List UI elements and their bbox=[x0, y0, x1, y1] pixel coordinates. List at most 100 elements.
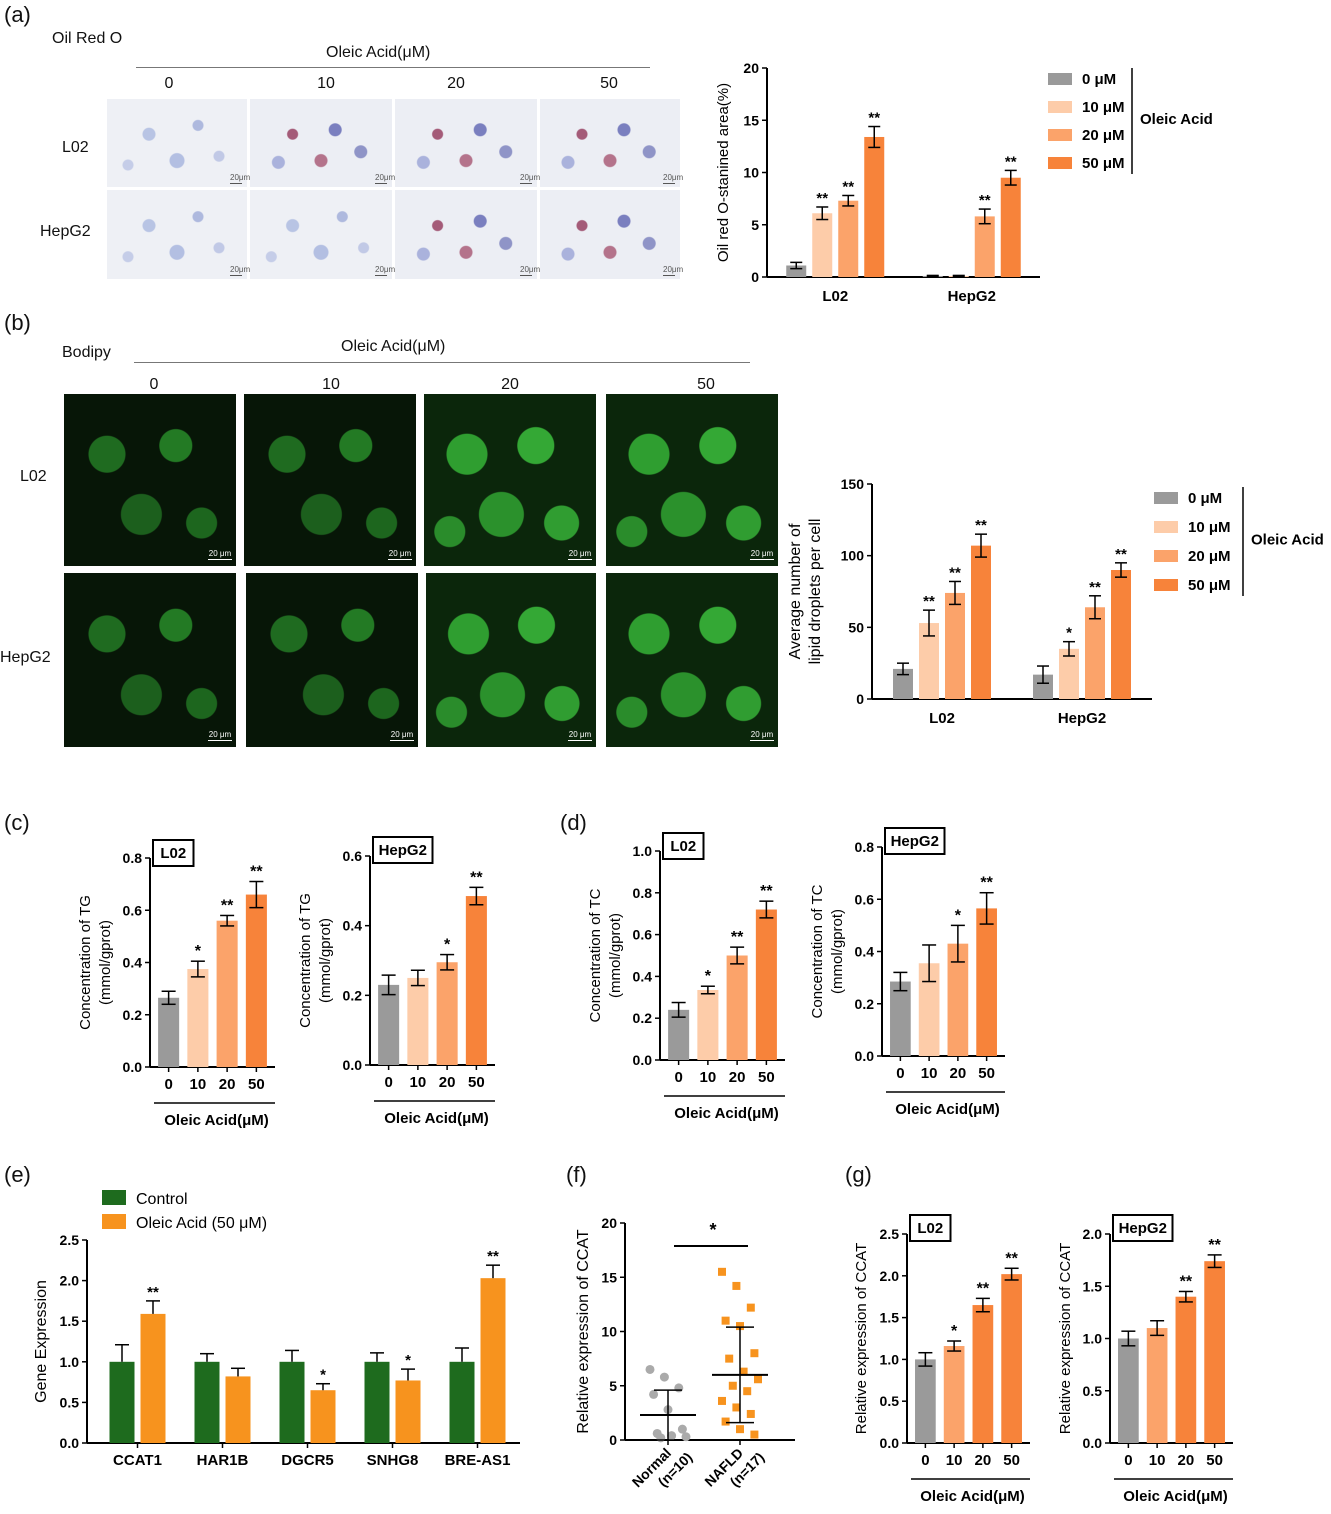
d-l02-significance: ** bbox=[760, 883, 773, 900]
d-hepg2-xtick-label: 50 bbox=[978, 1065, 995, 1082]
micrograph-orc-l02-50: 20μm bbox=[540, 99, 684, 187]
f-chart-point-NAFLD bbox=[721, 1417, 730, 1426]
g-l02-xtick-label: 10 bbox=[946, 1452, 963, 1469]
micrograph-bodipy-l02-10: 20 μm bbox=[244, 394, 416, 566]
d-l02-y-axis-label-line: (mmol/gprot) bbox=[607, 913, 624, 998]
a-chart-significance: ** bbox=[979, 192, 991, 209]
d-hepg2-y-axis-label-line: (mmol/gprot) bbox=[829, 909, 846, 994]
panel-label-b: (b) bbox=[4, 310, 31, 335]
b-chart-bar-L02-1 bbox=[919, 623, 939, 699]
a-chart-legend-label: 20 μM bbox=[1082, 127, 1125, 144]
b-chart-ytick-label: 0 bbox=[856, 691, 864, 707]
scalebar: 20μm bbox=[375, 173, 396, 182]
scalebar: 20μm bbox=[230, 173, 251, 182]
d-hepg2-bar-50 bbox=[976, 908, 997, 1056]
f-chart-ytick-label: 10 bbox=[601, 1324, 617, 1340]
row-label-a-hepg2: HepG2 bbox=[40, 223, 91, 240]
g-hepg2-bar-0 bbox=[1118, 1338, 1139, 1443]
g-l02-y-axis-label: Relative expression of CCAT bbox=[853, 1243, 870, 1434]
a-chart-ytick-label: 15 bbox=[743, 112, 759, 128]
scalebar: 20μm bbox=[663, 173, 684, 182]
g-hepg2-ytick-label: 1.5 bbox=[1083, 1278, 1103, 1294]
f-chart-ytick-label: 20 bbox=[601, 1215, 617, 1231]
micrograph-bodipy-hepg2-50: 20 μm bbox=[606, 573, 778, 747]
f-chart-point-Normal bbox=[677, 1424, 687, 1434]
d-l02-title: L02 bbox=[670, 838, 696, 855]
g-hepg2-title: HepG2 bbox=[1119, 1220, 1167, 1237]
g-l02-title: L02 bbox=[917, 1220, 943, 1237]
c-l02-ytick-label: 0.4 bbox=[123, 955, 143, 971]
c-hepg2-title-box bbox=[372, 836, 434, 864]
col-header-a-50: 50 bbox=[600, 75, 618, 92]
b-chart-ytick-label: 150 bbox=[841, 476, 865, 492]
scalebar: 20μm bbox=[375, 265, 396, 274]
e-chart-xtick-label: CCAT1 bbox=[113, 1452, 162, 1469]
a-chart-legend-label: 50 μM bbox=[1082, 155, 1125, 172]
panel-label-c: (c) bbox=[4, 810, 30, 835]
g-hepg2-bar-10 bbox=[1146, 1328, 1168, 1443]
d-l02-xtick-label: 0 bbox=[674, 1069, 682, 1086]
a-chart-group-label-L02: L02 bbox=[822, 288, 848, 305]
b-chart-bar-HepG2-2 bbox=[1085, 607, 1105, 699]
micrograph-bodipy-hepg2-20: 20 μm bbox=[426, 573, 596, 747]
e-chart-legend-label: Oleic Acid (50 μM) bbox=[136, 1215, 267, 1232]
f-chart-point-Normal bbox=[667, 1431, 677, 1441]
scalebar: 20 μm bbox=[568, 730, 592, 739]
b-chart-significance: ** bbox=[923, 593, 935, 610]
b-chart-legend-title: Oleic Acid bbox=[1251, 532, 1324, 549]
d-hepg2-ytick-label: 0.8 bbox=[855, 839, 875, 855]
c-hepg2-bar-20 bbox=[436, 962, 458, 1065]
g-hepg2-xtick-label: 50 bbox=[1206, 1452, 1223, 1469]
g-hepg2-x-axis-label: Oleic Acid(μM) bbox=[1123, 1488, 1227, 1505]
c-hepg2-xtick-label: 50 bbox=[468, 1074, 485, 1091]
a-chart-legend-swatch bbox=[1048, 129, 1072, 141]
e-chart-legend-swatch bbox=[102, 1214, 126, 1229]
c-hepg2-ytick-label: 0.0 bbox=[343, 1057, 363, 1073]
c-hepg2-y-axis-label: Concentration of TG (mmol/gprot) bbox=[297, 893, 334, 1028]
b-chart-legend-label: 10 μM bbox=[1188, 519, 1231, 536]
col-header-a-20: 20 bbox=[447, 75, 465, 92]
f-chart-significance: * bbox=[709, 1220, 716, 1240]
c-hepg2-x-axis-label: Oleic Acid(μM) bbox=[384, 1110, 488, 1127]
a-chart-bar-HepG2-3 bbox=[1000, 177, 1021, 277]
a-chart-ytick-label: 20 bbox=[743, 60, 759, 76]
micrograph-orc-hepg2-20: 20μm bbox=[395, 190, 540, 279]
a-chart-bar-L02-3 bbox=[864, 136, 885, 277]
b-chart-bar-HepG2-3 bbox=[1111, 570, 1131, 699]
scalebar: 20 μm bbox=[388, 549, 412, 558]
e-chart-xtick-label: BRE-AS1 bbox=[445, 1452, 511, 1469]
micrograph-orc-l02-20: 20μm bbox=[395, 99, 540, 187]
f-chart-point-NAFLD bbox=[732, 1403, 741, 1412]
e-chart-y-axis-label-line: Gene Expression bbox=[33, 1280, 50, 1403]
a-chart-legend-swatch bbox=[1048, 101, 1072, 113]
a-chart-y-axis-label: Oil red O-stanined area(%) bbox=[715, 83, 732, 262]
g-l02-xtick-label: 50 bbox=[1003, 1452, 1020, 1469]
b-chart-legend-swatch bbox=[1154, 579, 1178, 591]
a-chart-legend-title: Oleic Acid bbox=[1140, 111, 1213, 128]
d-hepg2-bar-0 bbox=[890, 981, 911, 1056]
f-chart-point-NAFLD bbox=[725, 1354, 734, 1363]
d-l02-title-box bbox=[662, 832, 705, 860]
g-l02-bar-0 bbox=[915, 1359, 936, 1443]
g-hepg2-ytick-label: 0.0 bbox=[1083, 1435, 1103, 1451]
c-l02-x-axis-label: Oleic Acid(μM) bbox=[164, 1112, 268, 1129]
d-l02-ytick-label: 0.8 bbox=[633, 885, 653, 901]
d-l02-bar-0 bbox=[668, 1009, 690, 1060]
d-l02-xtick-label: 10 bbox=[700, 1069, 717, 1086]
e-chart-bar-SNHG8-1 bbox=[395, 1380, 421, 1443]
f-chart-xtick-label: Normal(n=10) bbox=[629, 1436, 696, 1503]
c-hepg2-ytick-label: 0.6 bbox=[343, 848, 363, 864]
c-l02-bar-0 bbox=[158, 997, 180, 1067]
e-chart-bar-SNHG8-0 bbox=[364, 1361, 390, 1443]
row-label-b-hepg2: HepG2 bbox=[0, 649, 51, 666]
d-hepg2-title-box bbox=[884, 827, 946, 855]
d-hepg2-bar-10 bbox=[918, 963, 940, 1056]
b-chart-y-axis-label-line: lipid droplets per cell bbox=[807, 519, 824, 665]
g-l02-significance: ** bbox=[1005, 1250, 1018, 1267]
d-l02-ytick-label: 0.2 bbox=[633, 1010, 653, 1026]
d-l02-bar-10 bbox=[697, 989, 719, 1060]
e-chart-significance: * bbox=[405, 1352, 411, 1369]
col-header-a-10: 10 bbox=[317, 75, 335, 92]
b-chart-significance: * bbox=[1066, 625, 1072, 642]
g-hepg2-ytick-label: 2.0 bbox=[1083, 1226, 1103, 1242]
